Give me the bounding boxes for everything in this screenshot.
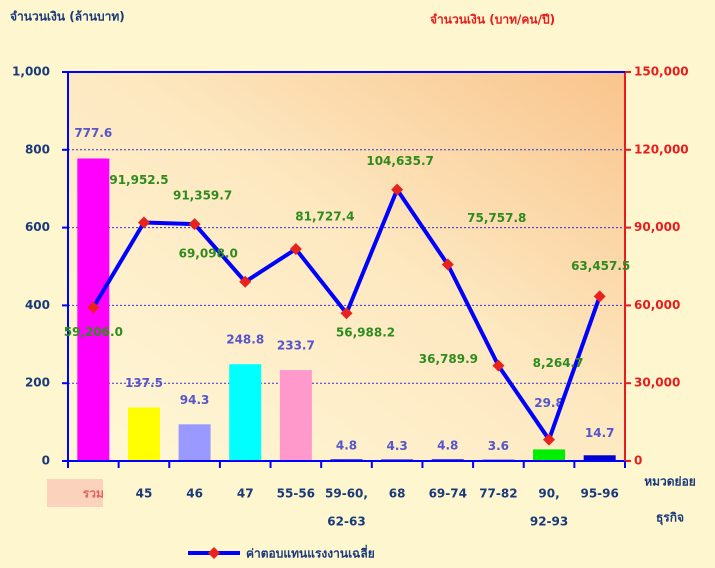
x-tick-label: 59-60,	[325, 487, 368, 501]
y2-tick-label: 120,000	[634, 142, 689, 156]
line-marker	[340, 307, 353, 320]
bar-value-label: 4.8	[437, 439, 458, 453]
x-tick-label: 55-56	[277, 487, 315, 501]
x-tick-label: 69-74	[429, 487, 467, 501]
line-value-label: 75,757.8	[467, 211, 526, 225]
y-tick-label: 400	[25, 298, 50, 312]
line-value-label: 91,952.5	[109, 173, 168, 187]
bar	[533, 449, 566, 461]
bar	[229, 364, 262, 461]
y2-axis-title: จำนวนเงิน (บาท/คน/ปี)	[430, 13, 555, 27]
line-marker	[87, 301, 100, 314]
line-value-label: 81,727.4	[295, 210, 354, 224]
plot-area	[68, 72, 625, 461]
line-marker	[593, 290, 606, 303]
bar-value-label: 94.3	[180, 393, 210, 407]
line-value-label: 59,206.0	[64, 325, 123, 339]
line-marker	[391, 183, 404, 196]
bar-value-label: 248.8	[226, 333, 264, 347]
bar	[583, 455, 616, 461]
bar-value-label: 4.8	[336, 439, 357, 453]
line-marker	[492, 359, 505, 372]
line-marker	[289, 243, 302, 256]
x-tick-label: 90,	[538, 487, 559, 501]
y-tick-label: 600	[25, 220, 50, 234]
x-tick-label: 92-93	[530, 515, 568, 529]
line-marker	[543, 433, 556, 446]
line-value-label: 104,635.7	[366, 154, 434, 168]
bar	[178, 424, 211, 461]
y-tick-label: 0	[42, 454, 50, 468]
x-tick-label: 46	[186, 487, 203, 501]
line-value-label: 56,988.2	[336, 326, 395, 340]
y2-tick-label: 60,000	[634, 298, 680, 312]
x-axis-title: หมวดย่อย	[644, 475, 696, 489]
bar-value-label: 137.5	[125, 376, 163, 390]
y2-tick-label: 0	[634, 454, 642, 468]
y2-tick-label: 150,000	[634, 65, 689, 79]
line-value-label: 8,264.7	[533, 356, 584, 370]
line-marker	[188, 218, 201, 231]
line-marker	[239, 275, 252, 288]
bar-value-label: 233.7	[277, 339, 315, 353]
bar-value-label: 29.8	[534, 396, 564, 410]
line-value-label: 69,098.0	[179, 246, 238, 260]
y-axis-title: จำนวนเงิน (ล้านบาท)	[10, 10, 125, 24]
x-tick-label: รวม	[83, 487, 104, 501]
line-marker	[137, 216, 150, 229]
y-tick-label: 800	[25, 142, 50, 156]
bar	[279, 370, 312, 461]
line-value-label: 63,457.5	[571, 259, 630, 273]
bar-value-label: 4.3	[387, 439, 408, 453]
legend-label: ค่าตอบแทนแรงงานเฉลี่ย	[246, 545, 375, 561]
x-tick-label: 77-82	[479, 487, 517, 501]
bar-value-label: 777.6	[74, 126, 112, 140]
line-value-label: 36,789.9	[419, 352, 478, 366]
x-tick-label: 95-96	[580, 487, 618, 501]
x-axis-title: ธุรกิจ	[656, 511, 684, 526]
y2-tick-label: 30,000	[634, 376, 680, 390]
y2-tick-label: 90,000	[634, 220, 680, 234]
y-tick-label: 200	[25, 376, 50, 390]
line-value-label: 91,359.7	[173, 189, 232, 203]
bar-value-label: 14.7	[585, 426, 615, 440]
x-tick-label: 62-63	[327, 515, 365, 529]
x-tick-label: 45	[136, 487, 153, 501]
category-highlight	[47, 479, 103, 507]
bar-value-label: 3.6	[488, 439, 509, 453]
x-tick-label: 47	[237, 487, 254, 501]
line-marker	[441, 258, 454, 271]
y-tick-label: 1,000	[12, 65, 50, 79]
x-tick-label: 68	[389, 487, 406, 501]
bar	[127, 407, 160, 461]
legend-marker	[208, 547, 220, 559]
